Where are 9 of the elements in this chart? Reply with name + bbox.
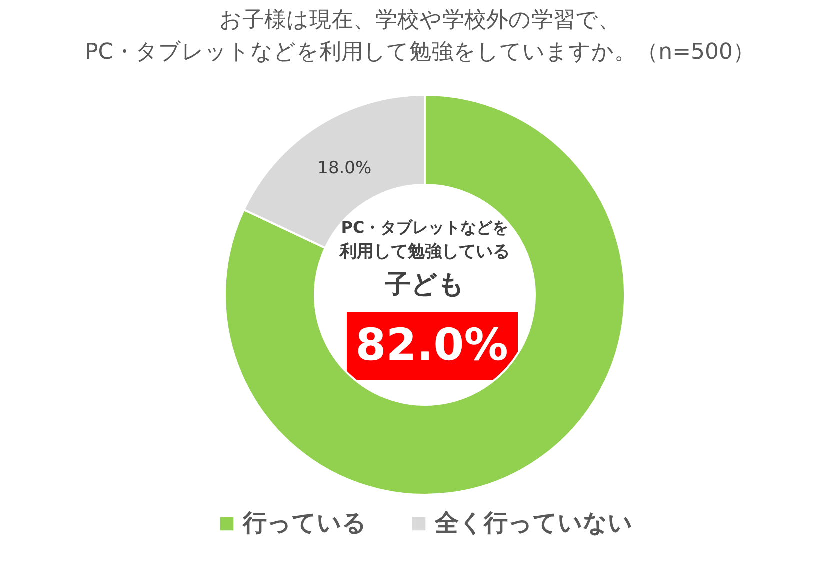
legend-label: 行っている: [242, 509, 367, 537]
text: 利用して勉強している: [339, 242, 510, 262]
data-label: 82.0%: [356, 320, 508, 371]
chart-title: お子様は現在、学校や学校外の学習で、 PC・タブレットなどを利用して勉強をしていますか。（n=500）: [85, 8, 755, 65]
donut-slice: [224, 94, 626, 496]
legend-label: 全く行っていない: [434, 509, 633, 537]
text: PC・タブレットなどを: [341, 218, 509, 237]
text: 子ども: [384, 270, 465, 300]
data-label: 18.0%: [318, 158, 372, 178]
